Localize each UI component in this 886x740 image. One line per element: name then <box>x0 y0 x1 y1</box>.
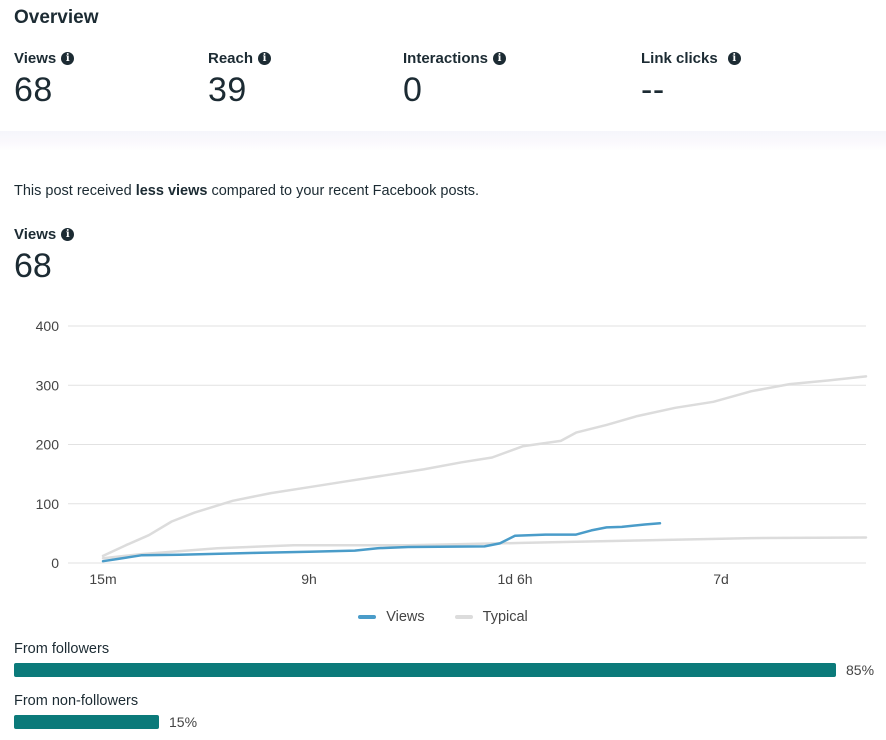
bar-label: From non-followers <box>14 693 139 709</box>
x-tick-label: 1d 6h <box>497 571 532 587</box>
metric-label: Reach <box>208 50 254 67</box>
note-prefix: This post received <box>14 183 136 199</box>
followers-breakdown: From followers 85% <box>14 641 874 677</box>
info-icon[interactable]: i <box>727 52 741 65</box>
views-line-chart: 0 100 200 300 400 15m 9h 1d 6h 7d <box>36 318 868 587</box>
bar-track: 85% <box>14 663 874 677</box>
x-tick-label: 9h <box>301 571 317 587</box>
metric-views: Views i 68 <box>14 50 75 110</box>
comparison-note: This post received less views compared t… <box>14 183 479 199</box>
metric-interactions: Interactions i 0 <box>403 50 507 110</box>
legend-item-typical[interactable]: Typical <box>454 609 528 625</box>
note-bold: less views <box>135 183 208 199</box>
metric-value: 0 <box>403 71 423 109</box>
legend-label: Typical <box>482 609 528 625</box>
bar-percent: 15% <box>169 714 198 730</box>
views-label: Views <box>14 226 57 243</box>
info-icon[interactable]: i <box>493 52 507 65</box>
series-line-typical <box>101 375 868 558</box>
chart-legend: Views Typical <box>0 609 886 625</box>
metric-label: Views <box>14 50 57 67</box>
metric-value: 68 <box>14 71 53 109</box>
metric-value: 39 <box>208 71 247 109</box>
metric-reach: Reach i 39 <box>208 50 272 110</box>
bar-percent: 85% <box>846 662 875 678</box>
bar-label: From followers <box>14 641 110 657</box>
y-tick-label: 200 <box>36 437 60 453</box>
note-suffix: compared to your recent Facebook posts. <box>207 183 480 199</box>
info-icon[interactable]: i <box>258 52 272 65</box>
legend-swatch <box>454 615 473 619</box>
y-tick-label: 400 <box>36 318 60 334</box>
y-tick-label: 300 <box>36 377 60 393</box>
overview-title: Overview <box>14 7 99 28</box>
x-tick-label: 7d <box>713 571 729 587</box>
bar-track: 15% <box>14 715 874 729</box>
divider-band <box>0 131 886 151</box>
series-line-typical <box>101 536 868 560</box>
info-icon[interactable]: i <box>61 52 75 65</box>
metric-label: Interactions <box>403 50 489 67</box>
views-summary: Views i 68 <box>14 226 75 286</box>
bar-fill <box>14 715 159 729</box>
x-tick-label: 15m <box>89 571 116 587</box>
y-tick-label: 0 <box>51 555 59 571</box>
metric-value: -- <box>641 71 665 109</box>
views-value: 68 <box>14 247 52 285</box>
info-icon[interactable]: i <box>61 228 75 241</box>
legend-item-views[interactable]: Views <box>358 609 425 625</box>
legend-label: Views <box>386 609 425 625</box>
bar-fill <box>14 663 836 677</box>
y-tick-label: 100 <box>36 496 60 512</box>
metric-label: Link clicks <box>641 50 718 67</box>
metric-link-clicks: Link clicks i -- <box>641 50 741 110</box>
legend-swatch <box>358 615 377 619</box>
non-followers-breakdown: From non-followers 15% <box>14 693 874 729</box>
series-line-views <box>101 522 662 563</box>
